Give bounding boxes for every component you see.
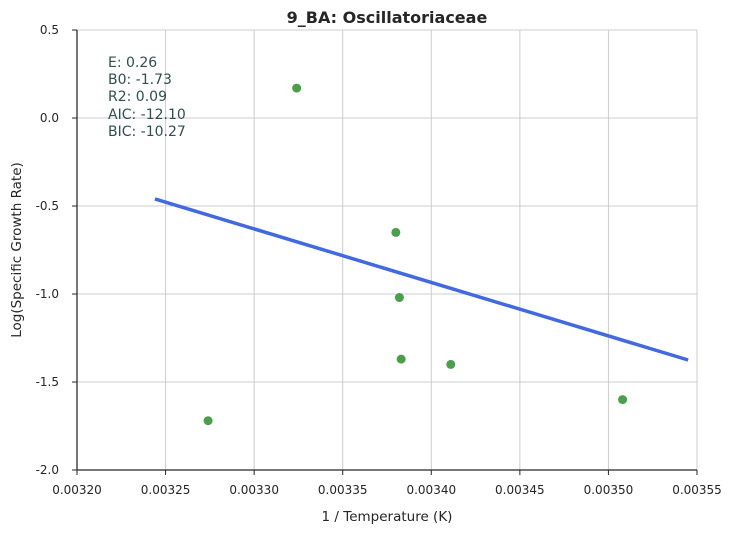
data-point xyxy=(618,395,628,405)
data-point xyxy=(394,293,404,303)
annotation-r2: R2: 0.09 xyxy=(108,89,167,105)
grid xyxy=(77,29,698,470)
x-tick-label: 0.00345 xyxy=(495,483,545,497)
fit-line-group xyxy=(154,197,689,362)
y-axis-label: Log(Specific Growth Rate) xyxy=(9,162,25,338)
y-tick-label: -0.5 xyxy=(36,199,59,213)
y-ticks: 0.5 0.0 -0.5 -1.0 -1.5 -2.0 xyxy=(36,23,77,477)
y-tick-label: -1.5 xyxy=(36,375,59,389)
y-tick-label: 0.5 xyxy=(40,23,59,37)
annotation-e: E: 0.26 xyxy=(108,55,157,71)
x-tick-label: 0.00350 xyxy=(584,483,634,497)
x-axis-label: 1 / Temperature (K) xyxy=(322,509,453,525)
chart-title: 9_BA: Oscillatoriaceae xyxy=(287,8,488,27)
x-tick-label: 0.00330 xyxy=(229,483,279,497)
data-point xyxy=(391,227,401,237)
x-tick-label: 0.00335 xyxy=(318,483,368,497)
x-tick-label: 0.00355 xyxy=(672,483,722,497)
fit-stats: E: 0.26 B0: -1.73 R2: 0.09 AIC: -12.10 B… xyxy=(108,55,186,140)
axes xyxy=(76,30,697,471)
data-point xyxy=(203,416,213,426)
x-tick-label: 0.00340 xyxy=(406,483,456,497)
x-ticks: 0.00320 0.00325 0.00330 0.00335 0.00340 0.003… xyxy=(52,470,722,497)
annotation-aic: AIC: -12.10 xyxy=(108,107,186,123)
annotation-b0: B0: -1.73 xyxy=(108,72,172,88)
data-point xyxy=(446,359,456,369)
y-tick-label: 0.0 xyxy=(40,111,59,125)
fit-line xyxy=(154,197,689,362)
x-tick-label: 0.00320 xyxy=(52,483,102,497)
scatter-points xyxy=(203,83,628,426)
y-tick-label: -1.0 xyxy=(36,287,59,301)
x-tick-label: 0.00325 xyxy=(141,483,191,497)
annotation-bic: BIC: -10.27 xyxy=(108,124,186,140)
y-tick-label: -2.0 xyxy=(36,463,59,477)
data-point xyxy=(396,354,406,364)
data-point xyxy=(292,83,302,93)
